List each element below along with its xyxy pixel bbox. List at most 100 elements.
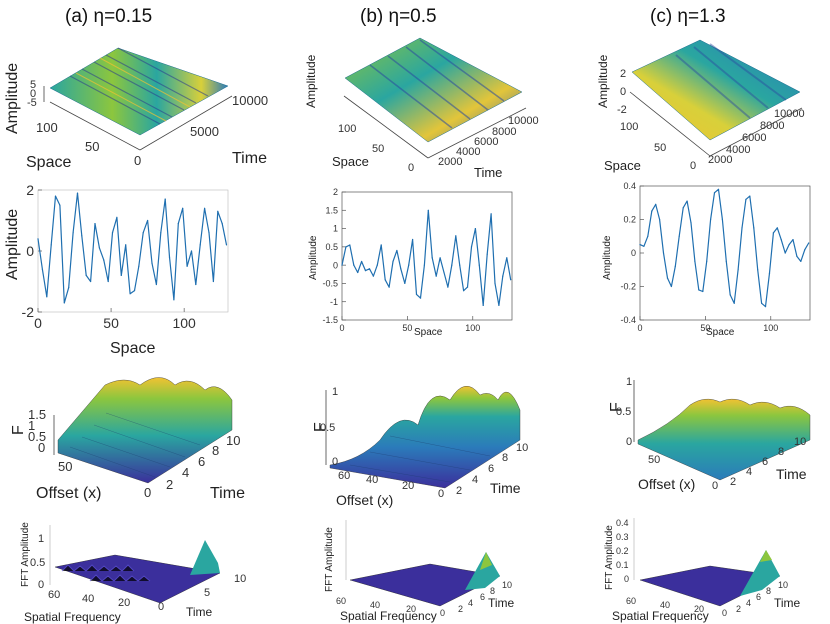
data-point (725, 260, 727, 262)
fft-surface-b-ttick: 2 (458, 604, 464, 614)
fft-surface-b-graphic (345, 520, 501, 607)
plot-frame (341, 191, 513, 321)
data-point (63, 302, 65, 304)
surface-a-ylabel: Amplitude (4, 62, 21, 134)
surface-b-space-tick: 50 (372, 143, 385, 155)
data-point (439, 257, 441, 259)
data-point (741, 227, 743, 229)
data-point (111, 232, 114, 234)
f-surface-b-ztick: 0.5 (320, 422, 336, 434)
fft-surface-c-graphic (633, 518, 781, 607)
series-line (639, 188, 810, 308)
fft-surface-c-ztick: 0.2 (616, 546, 629, 556)
data-point (116, 216, 118, 218)
fft-surface-a-xtick: 60 (48, 589, 61, 601)
fft-surface-c-peak-top (760, 550, 772, 562)
data-point (717, 188, 720, 190)
f-surface-b-ttick: 4 (472, 474, 479, 486)
data-point (147, 219, 149, 222)
surface-b-time-tick: 10000 (508, 115, 539, 127)
surface-a-ztick: 5 (30, 79, 37, 91)
line-plot-c-ylabel: Amplitude (602, 235, 613, 280)
x-tick-label: 100 (172, 315, 196, 331)
data-point (768, 272, 771, 274)
fft-surface-a-tlabel: Time (186, 605, 213, 619)
f-surface-b-xlabel: Offset (x) (336, 492, 394, 508)
f-surface-a-tlabel: Time (210, 485, 245, 502)
data-point (490, 213, 492, 215)
y-tick-label: -1.5 (322, 315, 338, 325)
f-surface-c-graphic (633, 380, 811, 481)
f-surface-a: F 1.5 1 0.5 0 50 0 2 4 6 8 10 Offset (x)… (0, 355, 270, 510)
surface-b-ylabel: Amplitude (304, 54, 318, 108)
f-surface-a-ztick: 1 (28, 418, 36, 433)
data-point (753, 227, 755, 229)
fft-surface-c: FFT Amplitude 0.4 0.3 0.2 0.1 0 60 40 20… (590, 510, 830, 623)
f-surface-c-xtick: 50 (648, 454, 661, 466)
data-point (404, 282, 406, 284)
line-plot-a-xlabel: Space (110, 340, 156, 357)
data-point (396, 249, 398, 252)
fft-surface-c-xlabel: Spatial Frequency (612, 609, 709, 623)
y-tick-label: 1 (333, 224, 338, 234)
f-surface-c-tlabel: Time (776, 466, 807, 482)
line-plot-c: 0.4 0.2 0 -0.2 -0.4 0 50 100 Amplitude Space (590, 180, 830, 340)
data-point (713, 192, 716, 194)
fft-surface-c-xtick: 20 (694, 604, 705, 614)
fft-surface-a-ztick: 0.5 (30, 557, 46, 569)
data-point (690, 222, 692, 224)
data-point (94, 223, 96, 225)
fft-surface-b-xtick: 20 (406, 604, 417, 614)
data-point (138, 265, 140, 267)
data-point (745, 198, 747, 200)
data-point (98, 247, 100, 249)
surface-plot-c: Amplitude 2 0 -2 100 50 0 10000 8000 600… (590, 0, 830, 180)
y-tick-label: 0 (631, 248, 636, 258)
data-point (54, 195, 57, 197)
data-point (447, 286, 449, 288)
f-surface-b-ttick: 6 (488, 463, 495, 475)
surface-c-space-tick: 0 (690, 160, 697, 172)
data-point (190, 250, 193, 252)
fft-surface-b-xtick: 40 (370, 600, 381, 610)
surface-c-time-tick: 8000 (760, 120, 785, 132)
fft-surface-b-ttick: 10 (502, 580, 513, 590)
data-point (455, 235, 457, 237)
surface-c-time-tick: 10000 (774, 108, 805, 120)
fft-surface-a-peak (190, 540, 220, 575)
fft-surface-c-ttick: 4 (746, 598, 752, 608)
surface-c-time-tick: 4000 (726, 144, 751, 156)
line-plot-a: 2 0 -2 0 50 100 Amplitude Space (0, 180, 270, 360)
fft-surface-c-zlabel: FFT Amplitude (604, 525, 615, 590)
data-point (702, 290, 704, 293)
data-point (431, 257, 433, 259)
data-point (764, 306, 767, 308)
fft-surface-b-tlabel: Time (488, 596, 515, 610)
data-point (639, 244, 641, 246)
data-point (412, 238, 414, 241)
surface-c-ylabel: Amplitude (596, 54, 610, 108)
data-point (199, 244, 201, 246)
data-point (466, 286, 469, 288)
surface-c-ztick: 2 (620, 68, 627, 80)
data-point (694, 260, 696, 262)
data-point (388, 286, 390, 288)
data-point (757, 269, 759, 271)
data-point (400, 268, 402, 270)
f-surface-c-xlabel: Offset (x) (638, 476, 696, 492)
line-plot-b-xlabel: Space (414, 327, 443, 338)
fft-surface-b-ttick: 4 (468, 598, 474, 608)
fft-surface-b-peak-top (480, 552, 492, 570)
data-point (674, 265, 676, 267)
data-point (46, 296, 48, 298)
data-point (164, 198, 166, 200)
data-point (686, 200, 688, 202)
fft-surface-c-xtick: 0 (722, 608, 728, 618)
fft-surface-a-xtick: 0 (158, 601, 165, 613)
data-point (142, 232, 144, 234)
surface-a-ztick: 0 (30, 88, 37, 100)
f-surface-a-zlabel: F (10, 425, 27, 435)
y-tick-label: 0.2 (623, 215, 636, 225)
f-surface-c: F 1 0.5 0 50 0 2 4 6 8 10 Offset (x) Tim… (590, 370, 830, 495)
line-plot-c-svg: 0.40.20-0.2-0.40 50 100 (620, 181, 811, 333)
